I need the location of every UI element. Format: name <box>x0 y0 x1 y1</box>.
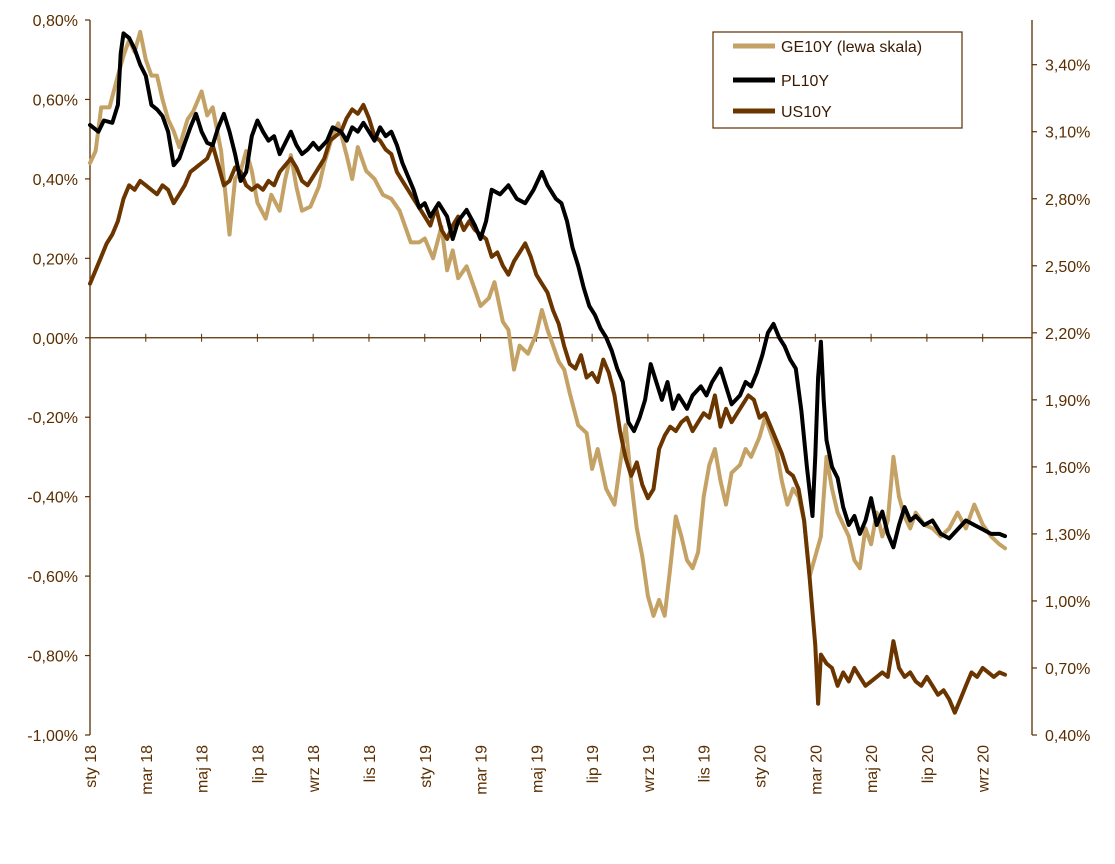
right-tick-label: 3,10% <box>1045 125 1090 142</box>
x-tick-label: wrz 18 <box>306 745 323 793</box>
legend-label-us10y: US10Y <box>781 104 832 121</box>
right-tick-label: 0,40% <box>1045 728 1090 745</box>
x-tick-label: lip 20 <box>920 745 937 783</box>
x-tick-label: lip 19 <box>585 745 602 783</box>
series-line-pl10y <box>88 31 1007 550</box>
left-tick-label: -0,80% <box>27 649 78 666</box>
x-tick-label: maj 20 <box>864 745 881 793</box>
left-tick-label: -1,00% <box>27 728 78 745</box>
left-tick-label: -0,40% <box>27 490 78 507</box>
x-tick-label: mar 18 <box>139 745 156 795</box>
right-tick-label: 1,30% <box>1045 527 1090 544</box>
right-tick-label: 1,90% <box>1045 393 1090 410</box>
x-tick-label: sty 20 <box>753 745 770 788</box>
x-tick-label: sty 19 <box>418 745 435 788</box>
legend-label-ge10y: GE10Y (lewa skala) <box>781 39 922 56</box>
left-tick-label: 0,40% <box>33 172 78 189</box>
x-tick-label: maj 19 <box>529 745 546 793</box>
left-tick-label: -0,60% <box>27 569 78 586</box>
x-tick-label: mar 20 <box>808 745 825 795</box>
right-y-axis: 3,40% 3,10% 2,80% 2,50% 2,20% 1,90% 1,60% 1,30%… <box>1031 20 1090 745</box>
right-tick-label: 1,00% <box>1045 594 1090 611</box>
right-tick-label: 1,60% <box>1045 460 1090 477</box>
x-tick-label: mar 19 <box>474 745 491 795</box>
x-tick-label: lip 18 <box>250 745 267 783</box>
right-tick-label: 2,50% <box>1045 259 1090 276</box>
left-y-axis: 0,80% 0,60% 0,40% 0,20% 0,00% -0,20% -0,40% -0,… <box>27 13 91 745</box>
left-tick-label: 0,00% <box>33 331 78 348</box>
x-tick-label: sty 18 <box>83 745 100 788</box>
x-tick-label: wrz 20 <box>976 745 993 793</box>
left-tick-label: 0,80% <box>33 13 78 30</box>
right-tick-label: 0,70% <box>1045 661 1090 678</box>
x-tick-label: maj 18 <box>195 745 212 793</box>
x-axis: sty 18 mar 18 maj 18 lip 18 wrz 18 lis 18 sty … <box>83 333 1032 795</box>
right-tick-label: 2,80% <box>1045 192 1090 209</box>
left-tick-label: 0,20% <box>33 251 78 268</box>
legend-label-pl10y: PL10Y <box>781 73 829 90</box>
x-tick-label: lis 19 <box>697 745 714 782</box>
x-tick-label: wrz 19 <box>641 745 658 793</box>
series-layer <box>88 29 1007 715</box>
left-tick-label: -0,20% <box>27 410 78 427</box>
left-tick-label: 0,60% <box>33 92 78 109</box>
right-tick-label: 3,40% <box>1045 58 1090 75</box>
legend: GE10Y (lewa skala) PL10Y US10Y <box>712 31 963 129</box>
right-tick-label: 2,20% <box>1045 326 1090 343</box>
x-tick-label: lis 18 <box>362 745 379 782</box>
